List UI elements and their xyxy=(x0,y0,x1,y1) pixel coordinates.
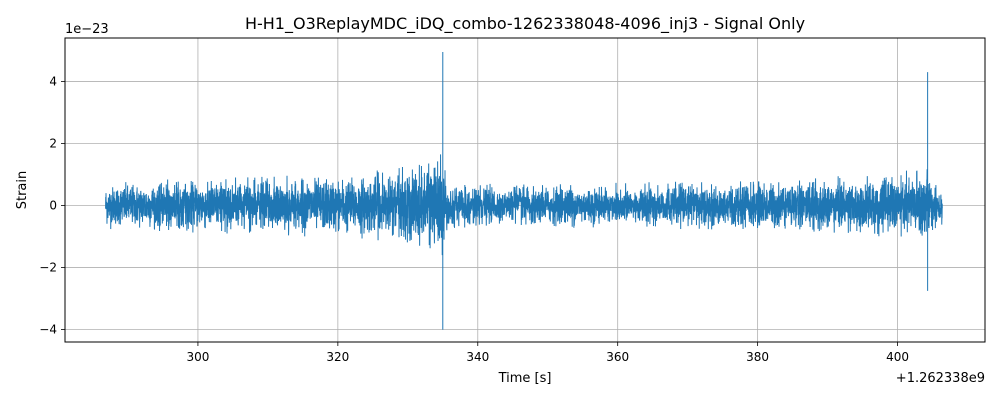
signal-series-line xyxy=(105,51,943,330)
x-axis-label: Time [s] xyxy=(498,371,552,386)
y-tick-label: 4 xyxy=(49,74,57,88)
x-tick-label: 340 xyxy=(466,350,489,364)
y-tick-label: −2 xyxy=(39,261,57,275)
x-axis-offset-label: +1.262338e9 xyxy=(896,371,985,386)
y-axis-scale-label: 1e−23 xyxy=(65,22,109,37)
y-axis-label: Strain xyxy=(15,171,30,210)
y-axis-ticks: −4 −2 0 2 4 xyxy=(39,74,65,337)
axes-frame xyxy=(64,37,986,343)
y-tick-label: −4 xyxy=(39,323,57,337)
x-tick-label: 300 xyxy=(186,350,209,364)
y-tick-label: 2 xyxy=(49,136,57,150)
x-tick-label: 320 xyxy=(326,350,349,364)
plot-area xyxy=(105,51,943,330)
x-tick-label: 360 xyxy=(606,350,629,364)
x-tick-label: 400 xyxy=(886,350,909,364)
x-tick-label: 380 xyxy=(746,350,769,364)
y-tick-label: 0 xyxy=(49,199,57,213)
chart-title: H-H1_O3ReplayMDC_iDQ_combo-1262338048-40… xyxy=(245,14,805,34)
x-axis-ticks: 300 320 340 360 380 400 xyxy=(186,342,909,364)
